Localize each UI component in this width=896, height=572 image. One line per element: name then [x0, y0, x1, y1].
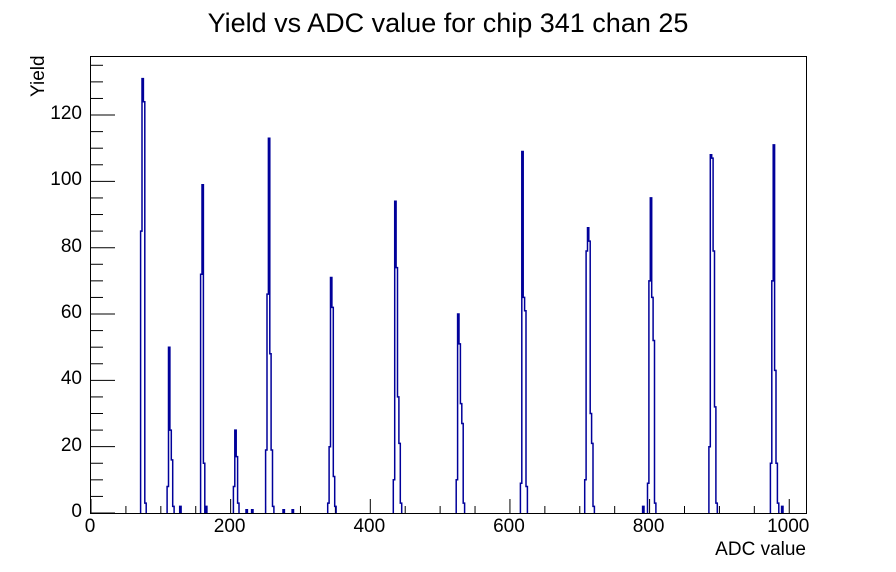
x-tick-label: 600: [493, 516, 525, 537]
histogram-svg: [90, 64, 790, 514]
y-tick-label: 20: [60, 434, 82, 456]
x-axis-title: ADC value: [715, 539, 806, 560]
y-tick-label: 80: [60, 235, 82, 257]
y-axis-title: Yield: [28, 55, 49, 97]
x-tick-label: 1000: [767, 516, 810, 537]
x-tick-label: 800: [632, 516, 665, 537]
y-tick-label: 40: [60, 368, 82, 390]
y-tick-label: 100: [50, 169, 82, 191]
histogram-step-path: [139, 77, 784, 513]
y-tick-label: 0: [71, 501, 82, 522]
plot-frame: [90, 56, 807, 514]
x-tick-label: 400: [353, 516, 386, 537]
x-tick-label: 0: [84, 516, 96, 537]
y-tick-label: 60: [60, 302, 82, 324]
axis-ticks: [90, 64, 790, 514]
chart-title: Yield vs ADC value for chip 341 chan 25: [207, 8, 689, 38]
x-tick-label: 200: [213, 516, 246, 537]
y-tick-label: 120: [50, 103, 82, 125]
